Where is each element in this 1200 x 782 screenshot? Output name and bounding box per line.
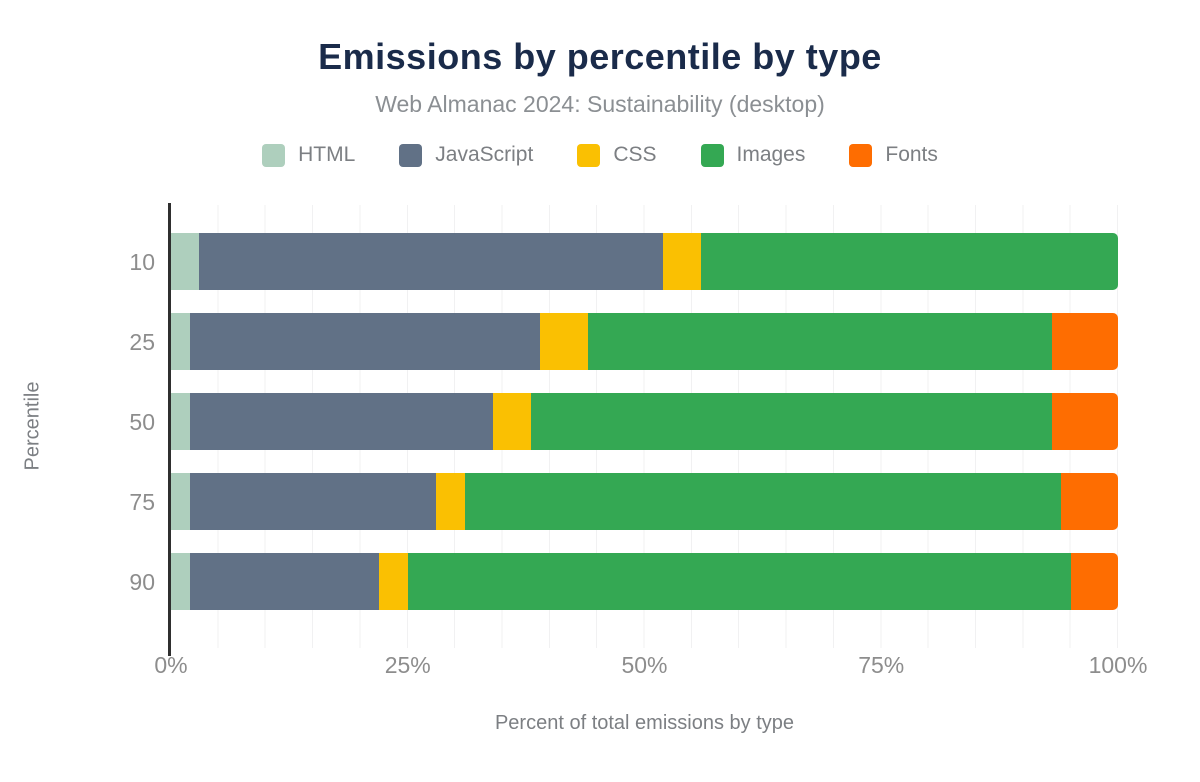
bar-row-p75 [171,473,1118,530]
legend-item-css: CSS [577,143,657,167]
legend-swatch-fonts [849,143,873,167]
bar-segment-html [171,393,190,450]
bar-segment-images [530,393,1052,450]
bar-segment-images [587,313,1052,370]
x-tick-label: 75% [858,652,905,678]
legend-item-html: HTML [262,143,355,167]
bar-segment-html [171,553,190,610]
legend-swatch-html [262,143,286,167]
chart-subtitle: Web Almanac 2024: Sustainability (deskto… [375,91,825,117]
bar-row-p90 [171,553,1118,610]
legend-swatch-css [577,143,601,167]
bar-segment-css [436,473,465,530]
y-tick-label: 90 [129,568,155,595]
legend-label: HTML [298,143,356,166]
legend-item-fonts: Fonts [849,143,938,167]
x-tick-label: 0% [154,652,188,678]
legend-label: JavaScript [435,143,534,166]
bar-segment-css [663,233,702,290]
legend-label: Images [736,143,806,166]
legend-item-images: Images [700,143,806,167]
legend-item-javascript: JavaScript [399,143,533,167]
plot-area [168,203,1118,656]
bar-segment-javascript [189,473,437,530]
bar-segment-html [171,233,200,290]
bar-segment-javascript [189,393,493,450]
y-tick-label: 75 [129,488,155,515]
bar-segment-html [171,473,190,530]
bar-segment-css [540,313,588,370]
chart-title: Emissions by percentile by type [318,36,882,77]
y-tick-label: 25 [129,328,155,355]
bar-row-p10 [171,233,1118,290]
bar-segment-css [492,393,531,450]
bar-segment-images [701,233,1118,290]
bar-segment-fonts [1051,393,1118,450]
bar-segment-fonts [1070,553,1118,610]
bar-segment-fonts [1051,313,1118,370]
legend: HTML JavaScript CSS Images Fonts [0,143,1200,167]
y-tick-label: 50 [129,408,155,435]
bar-segment-images [407,553,1071,610]
x-tick-label: 25% [384,652,431,678]
bar-segment-html [171,313,190,370]
bar-segment-javascript [189,553,380,610]
x-tick-labels: 0% 25% 50% 75% 100% [154,652,1147,682]
bar-row-p25 [171,313,1118,370]
legend-swatch-images [700,143,724,167]
x-tick-label: 100% [1088,652,1148,678]
legend-label: Fonts [885,143,938,166]
y-tick-labels: 10 25 50 75 90 [0,205,155,648]
bar-segment-fonts [1061,473,1118,530]
bar-row-p50 [171,393,1118,450]
bar-segment-css [379,553,408,610]
bar-segment-images [464,473,1062,530]
x-tick-label: 50% [621,652,668,678]
legend-label: CSS [613,143,657,166]
bar-segment-javascript [189,313,541,370]
legend-swatch-javascript [399,143,423,167]
bar-segment-javascript [199,233,664,290]
x-axis-title: Percent of total emissions by type [494,712,795,734]
y-tick-label: 10 [129,248,155,275]
